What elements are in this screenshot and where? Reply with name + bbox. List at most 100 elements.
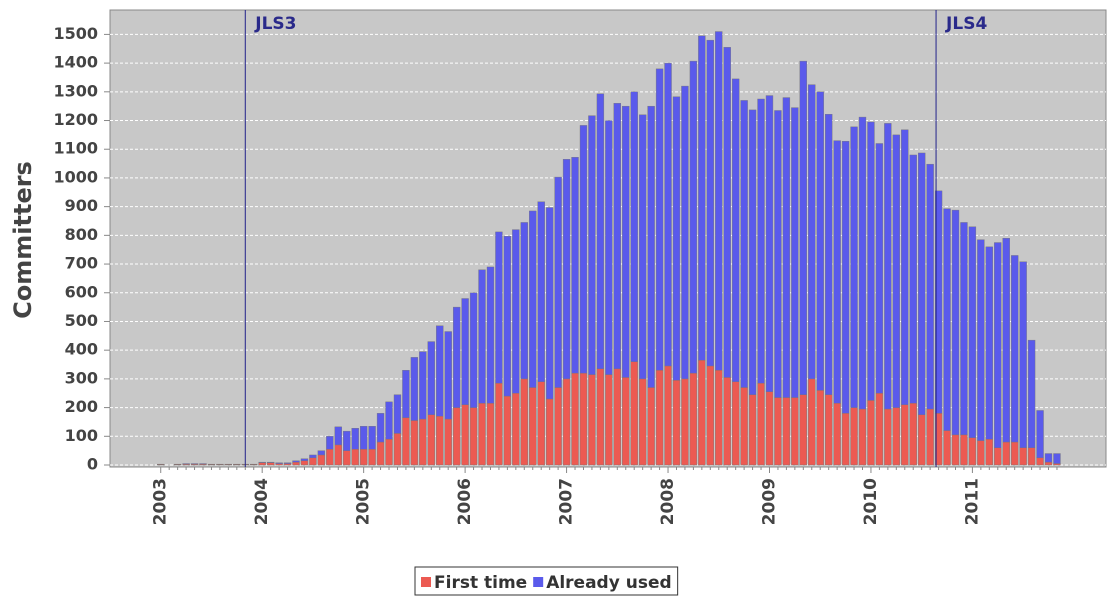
bar-segment <box>267 462 274 463</box>
bar-segment <box>318 451 325 455</box>
bar-segment <box>352 428 359 449</box>
bar-segment <box>1028 448 1035 465</box>
bar-segment <box>673 380 680 465</box>
bar-segment <box>276 463 283 464</box>
bar-segment <box>386 439 393 465</box>
x-tick-label: 2008 <box>658 478 678 525</box>
bar-segment <box>977 240 984 441</box>
bar-segment <box>597 369 604 465</box>
bar-segment <box>732 79 739 382</box>
bar-segment <box>563 159 570 379</box>
bar-segment <box>343 451 350 465</box>
bar-segment <box>462 405 469 465</box>
y-tick-label: 0 <box>87 455 98 474</box>
bar-segment <box>1053 454 1060 464</box>
x-tick-label: 2005 <box>354 478 374 525</box>
bar-segment <box>774 398 781 465</box>
bar-segment <box>605 121 612 375</box>
bar-segment <box>859 409 866 465</box>
bar-segment <box>1045 454 1052 463</box>
bar-segment <box>419 352 426 419</box>
bar-segment <box>538 382 545 465</box>
bar-segment <box>445 332 452 420</box>
bar-segment <box>969 438 976 465</box>
bar-segment <box>994 243 1001 448</box>
bar-segment <box>191 464 198 465</box>
bar-segment <box>462 299 469 405</box>
bar-segment <box>783 398 790 465</box>
bar-segment <box>952 435 959 465</box>
bar-segment <box>901 130 908 405</box>
bar-segment <box>453 307 460 407</box>
bar-segment <box>1028 340 1035 448</box>
x-tick-label: 2009 <box>759 478 779 525</box>
bar-segment <box>808 379 815 465</box>
bar-segment <box>884 123 891 409</box>
y-axis-title: Committers <box>9 161 37 319</box>
legend-swatch <box>421 577 431 587</box>
bar-segment <box>318 455 325 465</box>
bar-segment <box>648 387 655 465</box>
x-tick-label: 2004 <box>252 478 272 525</box>
bar-segment <box>867 400 874 465</box>
bar-segment <box>791 398 798 465</box>
bar-segment <box>960 222 967 434</box>
bar-segment <box>876 393 883 465</box>
bar-segment <box>504 396 511 465</box>
bar-segment <box>309 458 316 465</box>
bar-segment <box>758 383 765 465</box>
bar-segment <box>377 413 384 442</box>
y-tick-label: 1000 <box>53 167 98 186</box>
bar-segment <box>445 419 452 465</box>
bar-segment <box>479 403 486 465</box>
y-tick-label: 1500 <box>53 24 98 43</box>
bar-segment <box>766 96 773 392</box>
legend-label: Already used <box>546 573 671 593</box>
bar-segment <box>360 449 367 465</box>
bar-segment <box>867 122 874 400</box>
legend-label: First time <box>434 573 527 593</box>
bar-segment <box>614 369 621 465</box>
bar-segment <box>884 409 891 465</box>
bar-segment <box>1011 255 1018 442</box>
bar-segment <box>741 100 748 387</box>
bar-segment <box>944 209 951 431</box>
bar-segment <box>521 222 528 378</box>
bar-segment <box>910 155 917 403</box>
bar-segment <box>927 164 934 409</box>
bar-segment <box>411 357 418 420</box>
bar-segment <box>326 436 333 449</box>
bar-segment <box>1003 442 1010 465</box>
bar-segment <box>639 115 646 379</box>
bar-segment <box>588 375 595 465</box>
bar-segment <box>200 464 207 465</box>
bar-segment <box>800 395 807 465</box>
bar-segment <box>369 426 376 449</box>
bar-segment <box>309 455 316 458</box>
bar-segment <box>284 463 291 464</box>
bar-segment <box>572 373 579 465</box>
bar-segment <box>588 116 595 375</box>
y-tick-label: 1200 <box>53 110 98 129</box>
bar-segment <box>766 392 773 465</box>
legend-swatch <box>533 577 543 587</box>
bar-segment <box>724 47 731 377</box>
bar-segment <box>817 92 824 391</box>
bar-segment <box>369 449 376 465</box>
bar-segment <box>402 370 409 417</box>
bar-segment <box>335 427 342 445</box>
bar-segment <box>580 373 587 465</box>
y-tick-label: 800 <box>65 225 98 244</box>
bar-segment <box>436 416 443 465</box>
bar-segment <box>276 464 283 465</box>
bar-segment <box>749 110 756 395</box>
y-tick-label: 1100 <box>53 139 98 158</box>
bar-segment <box>479 270 486 403</box>
bar-segment <box>293 461 300 462</box>
bar-segment <box>293 462 300 465</box>
x-tick-label: 2006 <box>455 478 475 525</box>
bar-segment <box>986 439 993 465</box>
bar-segment <box>783 98 790 398</box>
y-tick-label: 300 <box>65 368 98 387</box>
